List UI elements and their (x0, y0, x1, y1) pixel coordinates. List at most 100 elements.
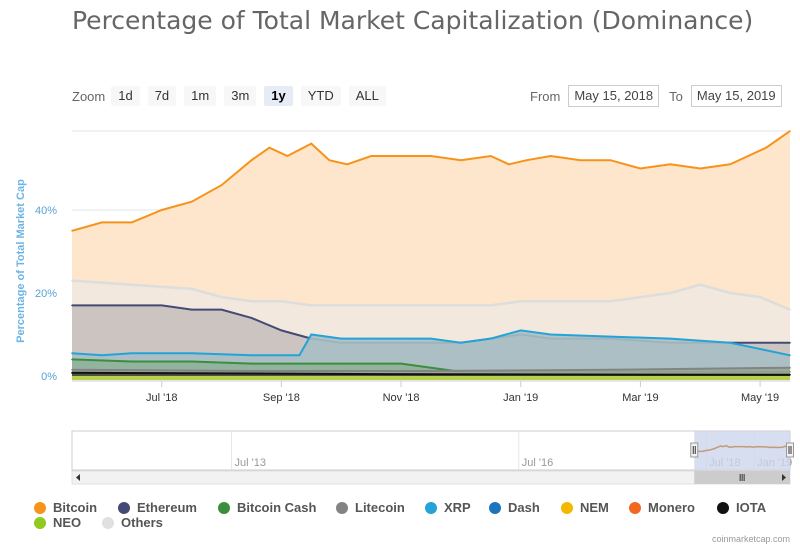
others-point (699, 283, 702, 286)
others-point (490, 304, 492, 307)
ethereum-point (280, 329, 283, 332)
xrp-point (490, 337, 492, 340)
xrp-point (310, 333, 313, 336)
legend-label: Litecoin (355, 500, 405, 515)
navigator-tick-label: Jul '16 (522, 457, 553, 469)
bitcoin-cash-point (430, 366, 432, 369)
bitcoin-point (430, 155, 432, 157)
zoom-ytd-button[interactable]: YTD (300, 86, 341, 106)
others-point (430, 304, 432, 307)
legend-marker (34, 516, 46, 529)
y-tick-label: 20% (35, 288, 57, 300)
others-point (220, 296, 223, 298)
others-point (789, 308, 791, 311)
legend-item-ethereum[interactable]: Ethereum (118, 500, 197, 515)
xrp-point (340, 337, 343, 340)
bitcoin-point (490, 155, 492, 157)
zoom-1d-button[interactable]: 1d (111, 86, 140, 106)
zoom-1y-button[interactable]: 1y (264, 86, 293, 106)
to-date-input[interactable]: May 15, 2019 (690, 85, 782, 107)
bitcoin-point (579, 159, 582, 161)
bitcoin-point (669, 163, 672, 166)
iota-point (71, 371, 73, 374)
bitcoin-point (190, 200, 193, 203)
legend-marker (218, 501, 230, 514)
zoom-controls: Zoom 1d 7d 1m 3m 1y YTD ALL (72, 85, 394, 107)
zoom-7d-button[interactable]: 7d (147, 86, 177, 106)
zoom-label: Zoom (72, 88, 106, 104)
bitcoin-point (268, 146, 271, 149)
xrp-point (280, 354, 283, 357)
xrp-line (71, 329, 791, 357)
bitcoin-point (609, 159, 612, 161)
bitcoin-point (250, 159, 253, 161)
dominance-chart: 0% 20% 40% Percentage of Total Market Cap Ju… (15, 130, 794, 485)
bitcoin-cash-point (131, 360, 133, 363)
legend-label: Ethereum (137, 500, 197, 515)
x-tick-label: Nov '18 (383, 392, 420, 404)
legend-marker (118, 501, 130, 514)
xrp-point (71, 352, 73, 355)
bitcoin-cash-point (310, 362, 313, 365)
legend-item-nem[interactable]: NEM (561, 500, 609, 515)
xrp-point (789, 354, 791, 357)
ethereum-point (161, 304, 163, 307)
legend-marker (34, 501, 46, 514)
bitcoin-point (699, 167, 702, 170)
scroll-right-arrow-icon[interactable] (782, 474, 786, 481)
litecoin-point (250, 370, 253, 372)
litecoin-point (71, 369, 73, 371)
bitcoin-point (131, 221, 133, 224)
others-point (729, 292, 731, 294)
legend-item-iota[interactable]: IOTA (717, 500, 766, 515)
xrp-point (669, 337, 672, 340)
credits[interactable]: coinmarketcap.com (711, 534, 790, 544)
legend-item-dash[interactable]: Dash (489, 500, 540, 515)
y-axis-title: Percentage of Total Market Cap (15, 179, 27, 343)
bitcoin-point (508, 163, 510, 166)
xrp-point (520, 329, 522, 332)
others-point (370, 304, 373, 307)
zoom-all-button[interactable]: ALL (348, 86, 386, 106)
litecoin-point (430, 370, 432, 372)
legend-item-monero[interactable]: Monero (629, 500, 695, 515)
others-point (549, 300, 552, 303)
bitcoin-cash-point (250, 362, 253, 365)
others-point (190, 288, 193, 290)
legend-marker (425, 501, 437, 514)
legend-item-litecoin[interactable]: Litecoin (336, 500, 405, 515)
legend-item-xrp[interactable]: XRP (425, 500, 471, 515)
bitcoin-point (460, 159, 462, 161)
legend-label: NEM (580, 500, 609, 515)
others-point (250, 300, 253, 303)
legend-label: NEO (53, 515, 82, 530)
zoom-3m-button[interactable]: 3m (224, 86, 257, 106)
ethereum-point (789, 342, 791, 344)
navigator-left-handle[interactable] (690, 442, 699, 458)
date-range: From May 15, 2018 To May 15, 2019 (530, 85, 782, 107)
navigator-scrollbar-track[interactable] (71, 470, 791, 485)
zoom-1m-button[interactable]: 1m (184, 86, 217, 106)
legend-item-neo[interactable]: NEO (34, 515, 81, 530)
legend-marker (489, 501, 501, 514)
ethereum-point (250, 317, 253, 319)
legend-item-bitcoin-cash[interactable]: Bitcoin Cash (218, 500, 316, 515)
legend-marker (629, 501, 641, 514)
ethereum-point (220, 308, 223, 311)
navigator-tick-label: Jul '13 (235, 457, 266, 469)
x-tick-label: Jul '18 (146, 392, 177, 404)
legend-label: XRP (444, 500, 471, 515)
xrp-point (101, 354, 103, 357)
xrp-point (609, 335, 612, 338)
navigator-right-handle[interactable] (786, 442, 794, 458)
legend-label: Bitcoin (53, 500, 98, 515)
iota-point (430, 373, 432, 376)
bitcoin-point (639, 167, 642, 170)
legend-item-bitcoin[interactable]: Bitcoin (34, 500, 97, 515)
handle-body (786, 442, 794, 458)
iota-point (789, 374, 791, 376)
bitcoin-point (525, 159, 528, 161)
scroll-left-arrow-icon[interactable] (76, 474, 80, 481)
legend-item-others[interactable]: Others (102, 515, 163, 530)
from-date-input[interactable]: May 15, 2018 (568, 85, 660, 107)
